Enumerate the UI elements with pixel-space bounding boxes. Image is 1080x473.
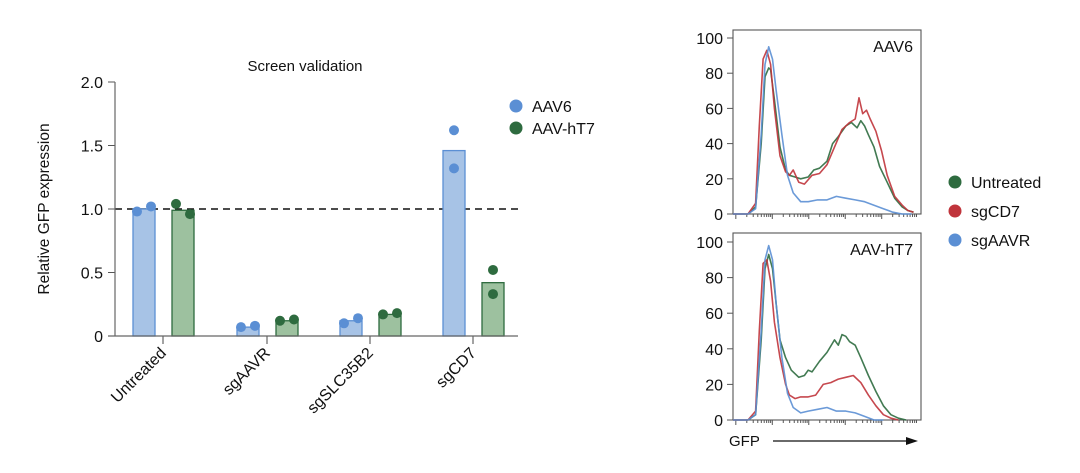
bar-chart: Screen validation Relative GFP expressio…: [36, 58, 595, 417]
point-aav6-sgslc35b2: [339, 318, 349, 329]
legend-label-untreated: Untreated: [971, 175, 1041, 192]
legend-marker-sgaavr: [948, 233, 962, 247]
histogram-legend: Untreated sgCD7 sgAAVR: [948, 175, 1041, 250]
y-tick-label: 100: [696, 31, 723, 48]
bar-chart-title: Screen validation: [247, 58, 362, 75]
legend-marker-sgcd7: [948, 204, 962, 218]
bar-aav6-untreated: [132, 208, 156, 337]
y-tick-label: 20: [705, 377, 723, 394]
gfp-axis-label: GFP: [729, 433, 760, 450]
point-aav-ht7-sgslc35b2: [392, 308, 402, 319]
point-aav-ht7-sgcd7: [488, 289, 498, 300]
histogram-aav6: 0 20 40 60 80 100 AAV6: [696, 29, 922, 224]
y-tick-label: 60: [705, 306, 723, 323]
y-tick-label: 20: [705, 172, 723, 189]
panel-title: AAV-hT7: [850, 242, 913, 259]
y-axis-label: Relative GFP expression: [36, 123, 53, 294]
y-tick-label: 0: [94, 329, 103, 346]
point-aav6-sgcd7: [449, 163, 459, 174]
legend-label-aav-ht7: AAV-hT7: [532, 121, 595, 138]
y-tick-label: 0: [714, 413, 723, 430]
x-tick-label: Untreated: [108, 345, 170, 407]
point-aav6-sgaavr: [250, 320, 260, 331]
legend-label-sgaavr: sgAAVR: [971, 233, 1030, 250]
histogram-line-sgaavr: [733, 46, 912, 215]
y-tick-label: 100: [696, 235, 723, 252]
gfp-arrow-head-icon: [906, 437, 918, 445]
point-aav6-untreated: [146, 201, 156, 212]
legend-marker-aav6: [509, 99, 523, 113]
y-tick-label: 80: [705, 66, 723, 83]
x-tick-label: sgCD7: [433, 345, 480, 392]
point-aav-ht7-sgaavr: [275, 315, 285, 326]
legend-marker-aav-ht7: [509, 121, 523, 135]
point-aav-ht7-untreated: [171, 198, 181, 209]
legend-label-aav6: AAV6: [532, 99, 572, 116]
gfp-axis-label-group: GFP: [729, 433, 918, 450]
legend-marker-untreated: [948, 175, 962, 189]
y-tick-label: 40: [705, 137, 723, 154]
y-tick-label: 1.5: [81, 139, 103, 156]
y-tick-label: 2.0: [81, 75, 103, 92]
plot-frame: [732, 232, 922, 421]
point-aav-ht7-sgaavr: [289, 314, 299, 325]
point-aav-ht7-sgslc35b2: [378, 309, 388, 320]
point-aav-ht7-sgcd7: [488, 264, 498, 275]
panel-title: AAV6: [873, 39, 913, 56]
histogram-line-sgcd7: [733, 259, 899, 421]
y-tick-label: 1.0: [81, 202, 103, 219]
x-tick-label: sgAAVR: [220, 345, 274, 399]
histogram-line-sgcd7: [733, 49, 914, 215]
histogram-aav-ht7: 0 20 40 60 80 100 AAV-hT7: [696, 232, 922, 430]
point-aav6-sgslc35b2: [353, 313, 363, 324]
bar-aav-ht7-untreated: [171, 209, 195, 337]
y-tick-label: 0.5: [81, 266, 103, 283]
y-tick-label: 80: [705, 271, 723, 288]
x-tick-label: sgSLC35B2: [304, 345, 376, 417]
plot-frame: [732, 29, 922, 215]
point-aav6-sgaavr: [236, 322, 246, 333]
legend-label-sgcd7: sgCD7: [971, 204, 1020, 221]
y-tick-label: 60: [705, 101, 723, 118]
y-tick-label: 0: [714, 207, 723, 224]
bar-aav6-sgcd7: [442, 149, 466, 337]
y-tick-label: 40: [705, 342, 723, 359]
point-aav6-sgcd7: [449, 125, 459, 136]
point-aav6-untreated: [132, 206, 142, 217]
histogram-line-sgaavr: [733, 244, 884, 421]
point-aav-ht7-untreated: [185, 209, 195, 220]
histogram-line-untreated: [733, 67, 914, 215]
histogram-line-untreated: [733, 253, 907, 421]
